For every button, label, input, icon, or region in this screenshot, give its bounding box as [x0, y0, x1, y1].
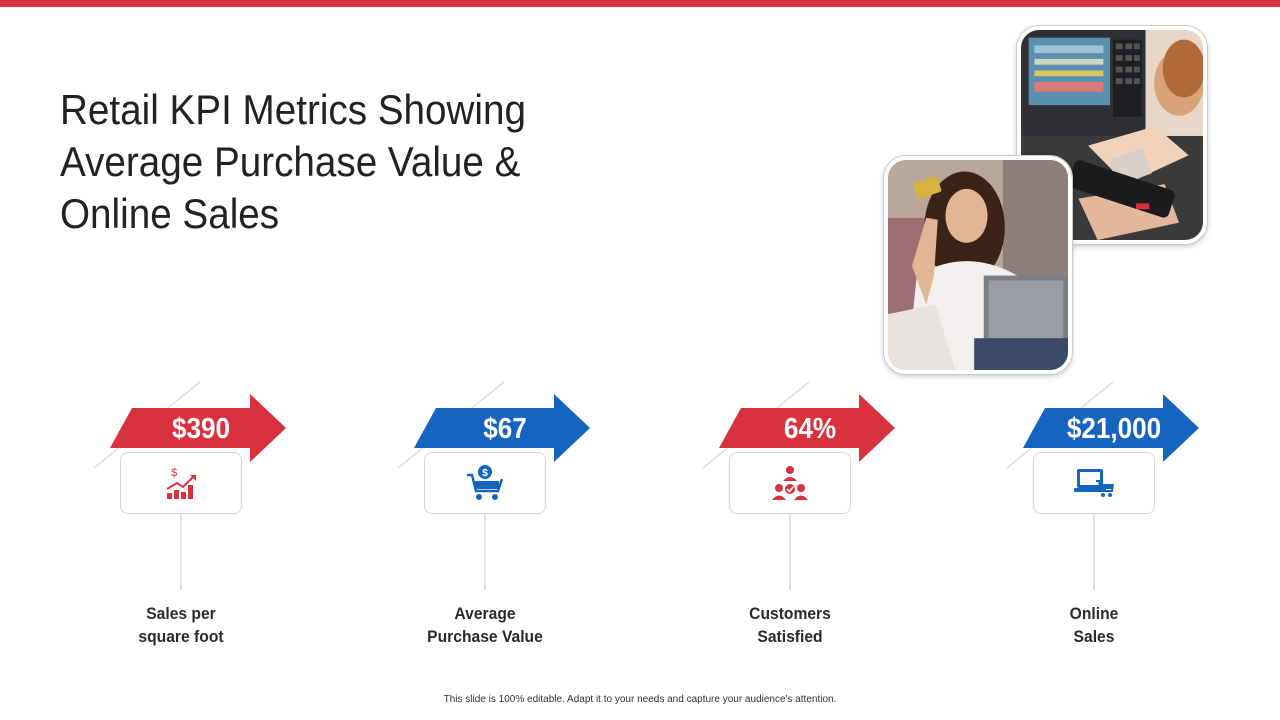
connector-line [789, 514, 791, 592]
slide-footer-note: This slide is 100% editable. Adapt it to… [443, 694, 837, 705]
shopping-cart-dollar-icon: $ [467, 465, 504, 500]
kpi-value: $67 [483, 413, 527, 445]
satisfied-customers-icon [772, 466, 808, 500]
kpi-arrow-banner: $390 [110, 394, 286, 462]
kpi-icon-box: $ [120, 452, 242, 514]
kpi-icon-box: $ [424, 452, 546, 514]
kpi-arrow-banner: $67 [414, 394, 590, 462]
kpi-card-sales-per-square-foot: $390 $ Sales per square foot [80, 380, 300, 660]
kpi-card-online-sales: $21,000 Online Sales [993, 380, 1213, 660]
kpi-arrow-banner: $21,000 [1023, 394, 1199, 462]
arrow-shape [719, 394, 895, 462]
kpi-value: $390 [171, 413, 231, 445]
kpi-value: 64% [783, 413, 837, 445]
kpi-label: Sales per square foot [138, 604, 224, 646]
kpi-label: Average Purchase Value [427, 604, 543, 646]
kpi-value: $21,000 [1066, 413, 1162, 445]
kpi-card-average-purchase-value: $67 $ Average Purchase Value [384, 380, 604, 660]
top-accent-bar [0, 0, 1280, 7]
kpi-arrow-banner: 64% [719, 394, 895, 462]
kpi-label: Online Sales [1069, 604, 1119, 646]
connector-line [180, 514, 182, 592]
connector-line [484, 514, 486, 592]
online-shopping-laptop-icon [1074, 469, 1114, 497]
kpi-icon-box [1033, 452, 1155, 514]
arrow-shape [1023, 394, 1199, 462]
arrow-shape [110, 394, 286, 462]
kpi-icon-box [729, 452, 851, 514]
connector-line [1093, 514, 1095, 592]
arrow-shape [414, 394, 590, 462]
svg-text:$: $ [171, 467, 177, 479]
kpi-card-customers-satisfied: 64% Customers Satisfied [689, 380, 909, 660]
sales-growth-chart-icon: $ [166, 467, 196, 499]
svg-text:$: $ [482, 468, 488, 479]
slide-title: Retail KPI Metrics Showing Average Purch… [60, 86, 527, 237]
kpi-label: Customers Satisfied [749, 604, 831, 646]
woman-holding-credit-card-photo [884, 156, 1072, 374]
